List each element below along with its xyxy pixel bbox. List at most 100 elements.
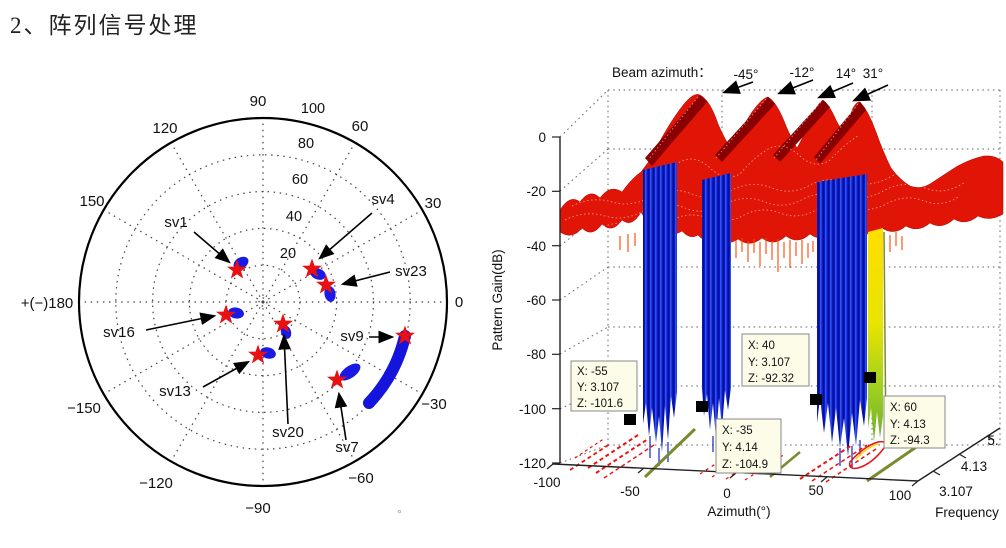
gain-tick: -60 bbox=[526, 293, 546, 308]
polar-angle-labels: 90 120 150 +(−)180 −150 −120 −90 −60 −30… bbox=[21, 93, 463, 517]
angle-label: −120 bbox=[139, 475, 173, 492]
surface-red-mesh bbox=[559, 94, 1004, 272]
svg-text:Y: 3.107: Y: 3.107 bbox=[748, 357, 790, 369]
gain-axis-label: Pattern Gain(dB) bbox=[490, 249, 505, 350]
svg-text:Z: -94.3: Z: -94.3 bbox=[890, 435, 930, 447]
gain-tick: -80 bbox=[526, 347, 546, 362]
polar-radius-labels: 20 40 60 80 100 bbox=[280, 101, 325, 262]
satellite-label: sv20 bbox=[272, 424, 304, 441]
angle-label: 150 bbox=[79, 193, 104, 210]
svg-text:Z: -92.32: Z: -92.32 bbox=[748, 373, 794, 385]
polar-sky-plot: 90 120 150 +(−)180 −150 −120 −90 −60 −30… bbox=[21, 93, 463, 521]
surface-orange-fringe bbox=[619, 232, 903, 272]
satellite-label: sv23 bbox=[395, 263, 427, 280]
angle-label: −90 bbox=[245, 500, 270, 517]
satellite-marker-sv4 bbox=[302, 258, 326, 280]
polar-grid bbox=[77, 116, 449, 488]
satellite-marker-sv13 bbox=[248, 344, 276, 364]
polar-outer-circle bbox=[77, 116, 449, 488]
azimuth-tick: -100 bbox=[533, 475, 560, 490]
frequency-tick: 3.107 bbox=[939, 484, 973, 499]
angle-label: 0 bbox=[455, 294, 463, 311]
angle-label: −150 bbox=[67, 400, 101, 417]
svg-text:Z: -104.9: Z: -104.9 bbox=[722, 459, 768, 471]
null-streak-yellow bbox=[868, 228, 883, 442]
azimuth-tick: 100 bbox=[889, 488, 912, 503]
angle-label: −30 bbox=[421, 396, 446, 413]
frequency-axis-ticks: 3.107 4.13 5. bbox=[939, 433, 999, 499]
svg-text:Y: 3.107: Y: 3.107 bbox=[577, 382, 619, 394]
angle-label: 90 bbox=[250, 93, 267, 110]
svg-text:Y: 4.13: Y: 4.13 bbox=[890, 419, 926, 431]
satellite-markers bbox=[216, 256, 415, 389]
svg-text:X: 40: X: 40 bbox=[748, 340, 775, 352]
gain-tick: -20 bbox=[526, 184, 546, 199]
svg-text:X: -35: X: -35 bbox=[722, 425, 753, 437]
satellite-arrows bbox=[145, 212, 395, 441]
angle-label: 120 bbox=[152, 120, 177, 137]
svg-text:X: -55: X: -55 bbox=[577, 366, 608, 378]
svg-text:Z: -101.6: Z: -101.6 bbox=[577, 398, 623, 410]
satellite-label: sv9 bbox=[340, 328, 363, 345]
radius-label: 40 bbox=[286, 209, 302, 225]
angle-label: +(−)180 bbox=[21, 295, 74, 312]
surface-band bbox=[559, 94, 1004, 244]
svg-text:X: 60: X: 60 bbox=[890, 402, 917, 414]
satellite-label: sv16 bbox=[103, 324, 135, 341]
datatips: X: -55 Y: 3.107 Z: -101.6 X: 40 Y: 3.107… bbox=[570, 333, 946, 474]
satellite-label: sv1 bbox=[164, 214, 187, 231]
datatip-2: X: 40 Y: 3.107 Z: -92.32 bbox=[741, 333, 810, 387]
frequency-tick: 5. bbox=[987, 433, 998, 448]
gain-tick: 0 bbox=[538, 130, 546, 145]
angle-label: 30 bbox=[425, 195, 442, 212]
beam-azimuth-annotation: Beam azimuth： -45° -12° 14° 31° bbox=[612, 65, 889, 102]
sv9-track-arc bbox=[363, 330, 411, 409]
satellite-label: sv4 bbox=[371, 191, 394, 208]
angle-label: −60 bbox=[348, 470, 373, 487]
satellite-marker-sv23 bbox=[316, 274, 336, 302]
null-walls-blue bbox=[643, 162, 887, 468]
angle-label: 60 bbox=[352, 118, 369, 135]
satellite-labels: sv1 sv4 sv23 sv16 sv13 sv20 sv7 sv9 bbox=[103, 191, 427, 456]
beam-pattern-3d-plot: 0 -20 -40 -60 -80 -100 -120 -100 -50 0 5… bbox=[490, 65, 1004, 520]
radius-label: 20 bbox=[280, 246, 296, 262]
azimuth-axis-ticks: -100 -50 0 50 100 bbox=[533, 475, 911, 503]
page-title: 2、阵列信号处理 bbox=[10, 13, 199, 38]
null-wall-2 bbox=[702, 173, 731, 438]
gain-tick: -120 bbox=[519, 456, 546, 471]
satellite-label: sv13 bbox=[159, 383, 191, 400]
azimuth-axis-label: Azimuth(°) bbox=[707, 504, 770, 519]
azimuth-tick: 0 bbox=[723, 486, 731, 501]
radius-label: 100 bbox=[301, 101, 325, 117]
azimuth-tick: 50 bbox=[808, 483, 823, 498]
datatip-anchor bbox=[624, 414, 636, 425]
satellite-marker-sv16 bbox=[216, 304, 244, 324]
beam-azimuth-value: -45° bbox=[734, 67, 759, 82]
datatip-3: X: -35 Y: 4.14 Z: -104.9 bbox=[715, 418, 782, 474]
surface-mesh-lines bbox=[564, 96, 966, 229]
datatip-1: X: -55 Y: 3.107 Z: -101.6 bbox=[570, 360, 638, 412]
beam-azimuth-arrows bbox=[721, 79, 889, 102]
beam-azimuth-value: 14° bbox=[836, 66, 856, 81]
datatip-anchor bbox=[864, 372, 876, 383]
datatip-4: X: 60 Y: 4.13 Z: -94.3 bbox=[883, 395, 946, 449]
azimuth-tick: -50 bbox=[620, 484, 640, 499]
stray-degree-mark: ° bbox=[397, 507, 402, 521]
gain-tick: -100 bbox=[519, 402, 546, 417]
satellite-marker-sv1 bbox=[227, 256, 249, 279]
svg-text:Y: 4.14: Y: 4.14 bbox=[722, 442, 758, 454]
radius-label: 60 bbox=[292, 172, 308, 188]
gain-tick: -40 bbox=[526, 239, 546, 254]
null-wall-3 bbox=[817, 174, 867, 456]
frequency-axis-label: Frequency bbox=[935, 505, 999, 520]
beam-azimuth-header: Beam azimuth： bbox=[612, 65, 712, 80]
gain-axis-ticks: 0 -20 -40 -60 -80 -100 -120 bbox=[519, 130, 546, 471]
datatip-anchor bbox=[696, 401, 708, 412]
satellite-marker-sv7 bbox=[327, 363, 361, 389]
surface-ridges bbox=[645, 95, 866, 166]
frequency-tick: 4.13 bbox=[961, 459, 987, 474]
beam-azimuth-value: 31° bbox=[863, 66, 883, 81]
satellite-label: sv7 bbox=[335, 439, 358, 456]
datatip-anchor bbox=[810, 394, 822, 405]
null-wall-1 bbox=[643, 162, 677, 452]
